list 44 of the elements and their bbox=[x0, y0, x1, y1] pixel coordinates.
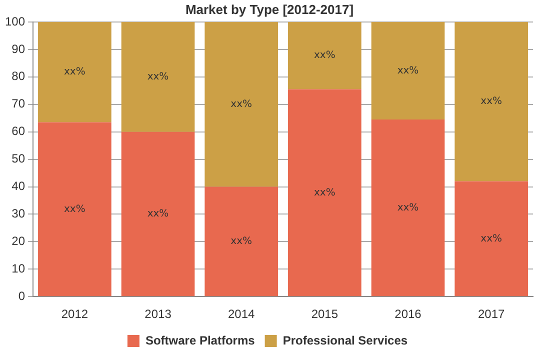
bar bbox=[454, 22, 528, 182]
x-tick-label: 2013 bbox=[144, 307, 172, 322]
data-label: xx% bbox=[397, 202, 419, 214]
bar bbox=[204, 186, 278, 296]
bar bbox=[204, 22, 278, 187]
bar bbox=[288, 22, 362, 90]
bar bbox=[38, 122, 112, 296]
data-label: xx% bbox=[480, 96, 502, 108]
x-tick-label: 2014 bbox=[228, 307, 256, 322]
chart-title: Market by Type [2012-2017] bbox=[185, 2, 354, 17]
y-tick-label: 80 bbox=[12, 69, 26, 84]
y-tick-label: 50 bbox=[12, 152, 26, 166]
y-tick-label: 30 bbox=[12, 206, 26, 221]
bar bbox=[38, 22, 112, 122]
y-tick-label: 10 bbox=[12, 261, 26, 276]
y-tick-label: 20 bbox=[12, 234, 26, 248]
y-tick-label: 60 bbox=[12, 124, 26, 138]
bar bbox=[121, 132, 195, 296]
data-label: xx% bbox=[480, 233, 502, 244]
data-label: xx% bbox=[64, 204, 86, 215]
data-label: xx% bbox=[314, 187, 336, 198]
bar bbox=[121, 22, 195, 132]
bar bbox=[371, 119, 445, 296]
data-label: xx% bbox=[230, 98, 252, 110]
y-tick-label: 0 bbox=[18, 288, 26, 303]
data-label: xx% bbox=[230, 236, 252, 248]
data-label: xx% bbox=[147, 72, 169, 83]
legend-label: Professional Services bbox=[282, 333, 408, 348]
x-tick-label: 2012 bbox=[61, 307, 88, 322]
y-tick-label: 70 bbox=[12, 96, 26, 111]
x-tick-label: 2015 bbox=[311, 307, 338, 322]
bar bbox=[371, 22, 445, 120]
legend-label: Software Platforms bbox=[145, 333, 256, 348]
bar bbox=[288, 89, 362, 296]
data-label: xx% bbox=[397, 65, 419, 76]
bar bbox=[454, 181, 528, 296]
y-tick-label: 40 bbox=[12, 179, 26, 194]
x-tick-label: 2017 bbox=[478, 307, 506, 322]
data-label: xx% bbox=[64, 66, 86, 78]
y-tick-label: 100 bbox=[4, 14, 26, 28]
y-tick-label: 90 bbox=[12, 42, 26, 56]
data-label: xx% bbox=[314, 50, 336, 62]
data-label: xx% bbox=[147, 208, 169, 220]
x-tick-label: 2016 bbox=[394, 307, 422, 322]
